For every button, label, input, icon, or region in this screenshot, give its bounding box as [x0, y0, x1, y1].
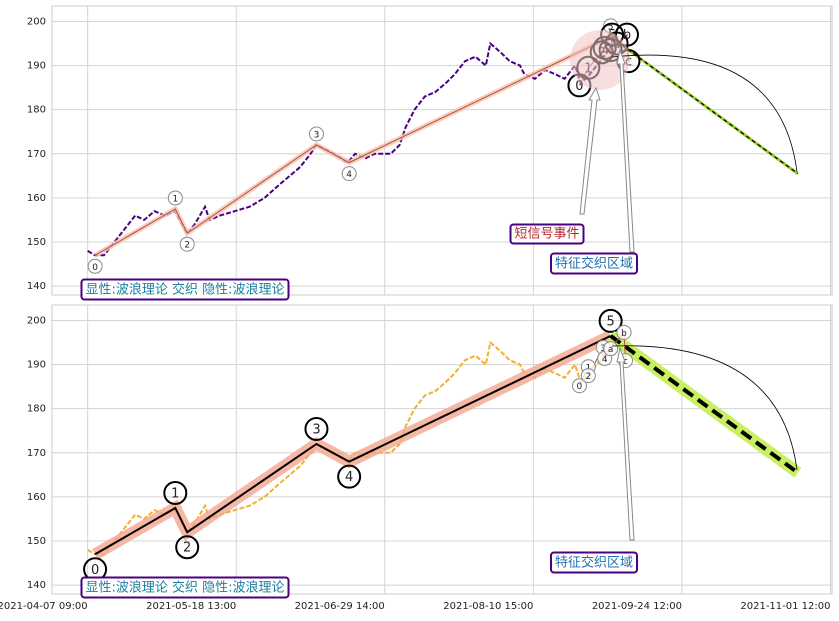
plot-front: 012345012345abc01234501234abc	[83, 18, 802, 582]
projection-arc	[611, 54, 798, 173]
wave-label: 4	[346, 170, 352, 180]
annotation-box	[509, 223, 585, 245]
x-tick-label: 2021-09-24 12:00	[592, 601, 682, 612]
annotations: 短信号事件 特征交织区域 显性:波浪理论 交织 隐性:波浪理论 特征交织区域 显…	[80, 223, 639, 599]
wave-label: 0	[91, 563, 99, 578]
wave-line	[94, 36, 611, 256]
wave-label: 2	[184, 241, 190, 251]
wave-label: 3	[314, 130, 320, 140]
x-tick-label: 2021-04-07 09:00	[0, 601, 88, 612]
wave-label: 4	[345, 470, 353, 485]
wave-marker	[167, 190, 183, 206]
annotation-box	[80, 576, 290, 599]
plot-area	[51, 304, 833, 595]
wave-label: 0	[577, 382, 583, 392]
wave-label: 3	[312, 422, 320, 437]
y-tick-label: 170	[27, 448, 46, 459]
annotation: 特征交织区域	[555, 256, 633, 272]
plot-back: 1401501601701801902001401501601701801902…	[0, 5, 833, 612]
x-tick-label: 2021-05-18 13:00	[146, 601, 236, 612]
wave-label: 2	[183, 541, 191, 556]
wave-marker	[175, 535, 200, 560]
y-tick-label: 180	[27, 105, 46, 116]
wave-marker	[603, 341, 619, 357]
wave-marker	[341, 166, 357, 182]
y-tick-label: 150	[27, 536, 46, 547]
wave-marker	[337, 464, 362, 489]
wave-label: 1	[172, 194, 178, 204]
annotation: 显性:波浪理论 交织 隐性:波浪理论	[85, 580, 284, 596]
wave-line	[94, 334, 612, 556]
y-tick-label: 140	[27, 281, 46, 292]
y-tick-label: 190	[27, 360, 46, 371]
wave-label: 0	[575, 79, 583, 94]
highlight-zone	[570, 30, 630, 90]
wave-marker	[304, 416, 329, 441]
wave-label: b	[621, 329, 627, 339]
annotation: 短信号事件	[514, 227, 579, 242]
projection-line	[609, 334, 800, 475]
wave-label: b	[623, 28, 631, 43]
wave-marker	[598, 308, 623, 333]
wave-marker	[616, 324, 632, 340]
annotation: 特征交织区域	[555, 555, 633, 571]
wave-label: 1	[171, 486, 179, 501]
arrow	[616, 48, 635, 253]
wave-label: 5	[606, 314, 614, 329]
plot-area	[51, 5, 833, 296]
arrow	[616, 346, 635, 541]
wave-marker	[580, 368, 596, 384]
annotation-box	[549, 551, 639, 574]
annotation-box	[80, 278, 290, 301]
wave-label: 0	[92, 263, 98, 273]
projection-line	[610, 36, 799, 175]
y-tick-label: 140	[27, 580, 46, 591]
wave-marker	[87, 258, 103, 274]
annotation: 显性:波浪理论 交织 隐性:波浪理论	[85, 282, 284, 298]
wave-label: 5	[608, 22, 614, 32]
y-tick-label: 150	[27, 237, 46, 248]
x-tick-label: 2021-06-29 14:00	[295, 601, 385, 612]
x-tick-label: 2021-08-10 15:00	[443, 601, 533, 612]
wave-label: 2	[585, 372, 591, 382]
wave-label: 4	[602, 355, 608, 365]
y-tick-label: 170	[27, 149, 46, 160]
y-tick-label: 180	[27, 404, 46, 415]
wave-marker	[163, 480, 188, 505]
y-tick-label: 190	[27, 61, 46, 72]
wave-marker	[571, 378, 587, 394]
projection-arc	[611, 345, 798, 471]
price-line	[87, 36, 621, 257]
y-tick-label: 160	[27, 492, 46, 503]
y-tick-label: 160	[27, 193, 46, 204]
annotation-box	[549, 252, 639, 275]
layout	[570, 30, 798, 541]
wave-label: a	[608, 345, 614, 355]
x-tick-label: 2021-11-01 12:00	[740, 601, 830, 612]
arrow	[579, 86, 601, 215]
wave-marker	[308, 126, 324, 142]
wave-marker	[179, 236, 195, 252]
y-tick-label: 200	[27, 16, 46, 27]
y-tick-label: 200	[27, 315, 46, 326]
